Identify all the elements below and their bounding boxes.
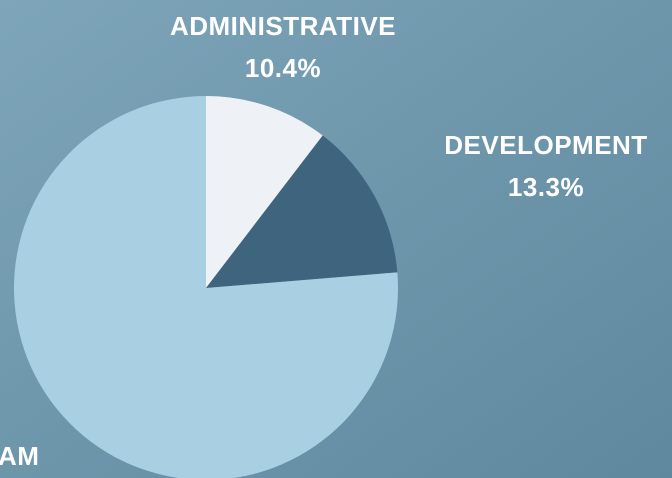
slice-label: AM <box>0 441 39 471</box>
slice-label: ADMINISTRATIVE <box>170 11 396 41</box>
slice-label: DEVELOPMENT <box>444 130 647 160</box>
value-label: 13.3% <box>508 172 584 202</box>
page: ADMINISTRATIVE10.4%DEVELOPMENT13.3%AM ((… <box>0 0 672 478</box>
chart: ADMINISTRATIVE 10.4% DEVELOPMENT 13.3% AM <box>0 0 672 478</box>
pie <box>14 96 398 478</box>
value-label: 10.4% <box>245 53 321 83</box>
